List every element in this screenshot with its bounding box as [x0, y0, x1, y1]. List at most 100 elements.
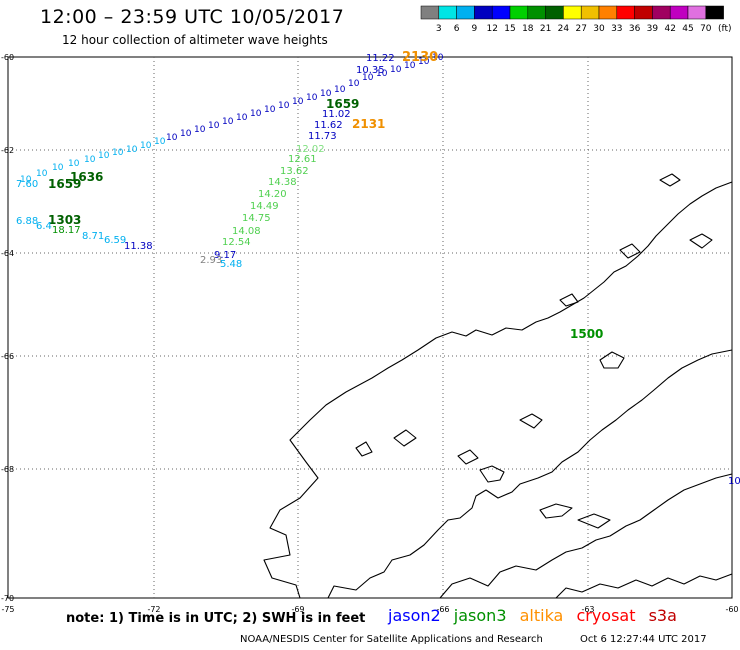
lat-label: -70 [1, 594, 14, 603]
track-sample-label: 10 [362, 73, 374, 83]
coastline [689, 233, 713, 249]
wave-height-reading: 10.35 [356, 65, 385, 76]
wave-height-reading: 12.61 [288, 154, 317, 165]
track-sample-label: 10 [306, 93, 318, 103]
track-sample-label: 10 [390, 65, 402, 75]
track-sample-label: 10 [404, 61, 416, 71]
track-sample-label: 10 [84, 155, 96, 165]
coastline [659, 173, 681, 187]
wave-height-reading: 14.08 [232, 226, 261, 237]
wave-height-reading: 14.38 [268, 177, 297, 188]
colorbar-level-label: 36 [629, 24, 641, 34]
track-sample-label: 10 [236, 113, 248, 123]
wave-height-reading: 1659 [326, 97, 359, 111]
wave-height-reading: 9.17 [214, 250, 236, 261]
page-title: 12:00 – 23:59 UTC 10/05/2017 [40, 6, 345, 28]
track-sample-label: 10 [208, 121, 220, 131]
colorbar-level-label: 30 [593, 24, 605, 34]
page-subtitle: 12 hour collection of altimeter wave hei… [62, 33, 328, 47]
track-sample-label: 10 [112, 148, 124, 158]
coastline [599, 351, 625, 369]
colorbar-level-label: 3 [436, 24, 442, 34]
colorbar-level-label: 42 [664, 24, 675, 34]
wave-height-reading: 8.71 [82, 231, 104, 242]
track-sample-label: 10 [418, 57, 430, 67]
track-sample-label: 10 [348, 79, 360, 89]
wave-height-reading: 14.49 [250, 201, 279, 212]
colorbar-level-label: 45 [682, 24, 693, 34]
colorbar-level-label: 70 [700, 24, 712, 34]
track-sample-label: 10 [68, 159, 80, 169]
footer-note: note: 1) Time is in UTC; 2) SWH is in fe… [66, 611, 366, 626]
track-sample-label: 10 [264, 105, 276, 115]
lon-label: -72 [147, 605, 160, 614]
track-sample-label: 10 [140, 141, 152, 151]
wave-height-reading: 12.02 [296, 144, 325, 155]
track-sample-label: 10 [36, 169, 48, 179]
colorbar-level-label: 27 [575, 24, 586, 34]
wave-height-reading: 11.38 [124, 241, 153, 252]
wave-height-reading: 6.59 [104, 235, 126, 246]
coastline [555, 573, 733, 599]
colorbar-level-label: 9 [472, 24, 478, 34]
track-sample-label: 10 [154, 137, 166, 147]
wave-height-reading: 6.88 [16, 216, 38, 227]
colorbar-level-label: 12 [486, 24, 497, 34]
track-sample-label: 10 [222, 117, 234, 127]
lat-label: -64 [1, 249, 14, 258]
lon-label: -75 [1, 605, 14, 614]
wave-height-reading: 11.22 [366, 53, 395, 64]
wave-height-reading: 12.54 [222, 237, 251, 248]
lon-label: -63 [581, 605, 594, 614]
wave-height-reading: 1636 [70, 170, 103, 184]
wave-height-reading: 2131 [352, 117, 385, 131]
wave-height-reading: 14.75 [242, 213, 271, 224]
map-frame [7, 56, 733, 599]
coastline [559, 293, 579, 307]
track-sample-label: 10 [126, 145, 138, 155]
wave-height-reading: 5.48 [220, 259, 242, 270]
track-sample-label: 10 [278, 101, 290, 111]
track-sample-label: 10 [166, 133, 178, 143]
coastline [539, 503, 573, 519]
track-sample-label: 10 [98, 151, 110, 161]
lat-label: -66 [1, 352, 14, 361]
wave-height-reading: 14.20 [258, 189, 287, 200]
coastline [457, 449, 479, 465]
lat-label: -62 [1, 146, 14, 155]
coastline [439, 473, 733, 599]
credit-line: NOAA/NESDIS Center for Satellite Applica… [240, 634, 543, 645]
sat-s3a: s3a [648, 606, 677, 625]
wave-height-reading: 1303 [48, 213, 81, 227]
lon-label: -60 [725, 605, 738, 614]
wave-height-reading: 2.93 [200, 255, 222, 266]
wave-height-reading: 6.4 [36, 221, 52, 232]
colorbar-level-label: 18 [522, 24, 534, 34]
wave-height-reading: 18.17 [52, 225, 81, 236]
track-sample-label: 10 [320, 89, 332, 99]
wave-height-reading: 7.60 [16, 179, 38, 190]
wave-height-reading: 10 [728, 476, 740, 487]
coastline [327, 349, 733, 599]
satellite-legend: jason2 jason3 altika cryosat s3a [388, 606, 685, 625]
track-sample-label: 10 [250, 109, 262, 119]
coastline [355, 441, 373, 457]
colorbar-level-label: 21 [540, 24, 551, 34]
track-sample-label: 10 [432, 53, 444, 63]
track-sample-label: 10 [334, 85, 346, 95]
track-sample-label: 10 [52, 163, 64, 173]
track-sample-label: 10 [180, 129, 192, 139]
lon-label: -66 [436, 605, 449, 614]
coastline [619, 243, 641, 259]
wave-height-reading: 11.62 [314, 120, 343, 131]
colorbar-swatch [705, 5, 724, 20]
generation-timestamp: Oct 6 12:27:44 UTC 2017 [580, 634, 707, 645]
wave-height-reading: 11.02 [322, 109, 351, 120]
colorbar-level-label: 24 [558, 24, 570, 34]
color-scale-legend: 3 6 9 12 15 18 21 24 27 30 33 36 39 42 45 70 (ft) [420, 5, 732, 34]
wave-height-reading: 11.73 [308, 131, 337, 142]
lon-label: -69 [291, 605, 304, 614]
track-sample-label: 10 [20, 175, 32, 185]
